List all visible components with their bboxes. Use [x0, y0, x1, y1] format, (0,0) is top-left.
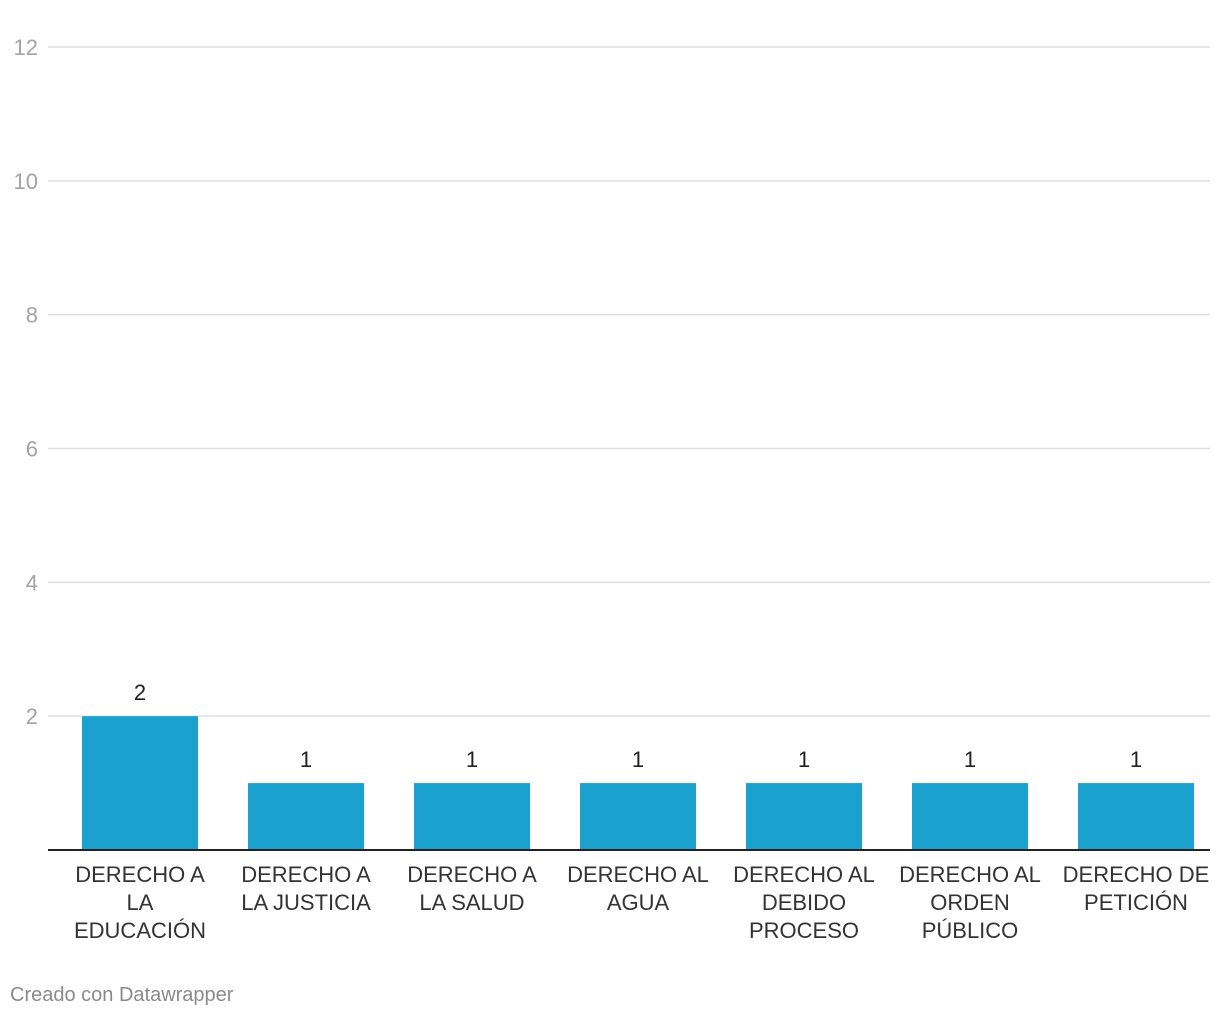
x-axis-category-labels: DERECHO A LA EDUCACIÓN DERECHO A LA JUSTICIA… — [74, 862, 1209, 943]
x-category-label-line: PETICIÓN — [1084, 890, 1188, 915]
x-category-label-line: LA SALUD — [419, 890, 524, 915]
y-tick-label: 10 — [14, 169, 38, 194]
x-category-label-line: LA — [127, 890, 154, 915]
y-tick-label: 2 — [26, 704, 38, 729]
x-category-label: DERECHO A LA SALUD — [407, 862, 537, 915]
x-category-label-line: EDUCACIÓN — [74, 918, 206, 943]
x-category-label-line: LA JUSTICIA — [241, 890, 371, 915]
x-category-label-line: DEBIDO — [762, 890, 846, 915]
y-tick-label: 4 — [26, 570, 38, 595]
x-category-label-line: ORDEN — [930, 890, 1009, 915]
y-tick-label: 8 — [26, 303, 38, 328]
bar — [414, 783, 530, 850]
bar — [82, 716, 198, 850]
x-category-label: DERECHO A LA EDUCACIÓN — [74, 862, 206, 943]
bar — [1078, 783, 1194, 850]
bar-value-label: 2 — [134, 680, 146, 705]
y-tick-label: 12 — [14, 35, 38, 60]
y-axis-ticks: 2 4 6 8 10 12 — [14, 35, 38, 729]
x-category-label-line: DERECHO AL — [567, 862, 709, 887]
x-category-label: DERECHO AL AGUA — [567, 862, 709, 915]
x-category-label-line: PROCESO — [749, 918, 859, 943]
bar — [248, 783, 364, 850]
x-category-label-line: DERECHO AL — [733, 862, 875, 887]
x-category-label-line: DERECHO A — [241, 862, 371, 887]
x-category-label-line: PÚBLICO — [922, 918, 1019, 943]
x-category-label: DERECHO AL DEBIDO PROCESO — [733, 862, 875, 943]
bar — [912, 783, 1028, 850]
bar-value-label: 1 — [1130, 747, 1142, 772]
bar — [746, 783, 862, 850]
credit-text: Creado con Datawrapper — [10, 984, 234, 1006]
bar-value-label: 1 — [798, 747, 810, 772]
x-category-label: DERECHO AL ORDEN PÚBLICO — [899, 862, 1041, 943]
grid-lines — [48, 46, 1210, 717]
bar — [580, 783, 696, 850]
bar-value-label: 1 — [300, 747, 312, 772]
bars — [82, 716, 1194, 850]
y-tick-label: 6 — [26, 437, 38, 462]
data-labels: 2 1 1 1 1 1 1 — [134, 680, 1142, 772]
x-category-label-line: AGUA — [607, 890, 670, 915]
x-category-label-line: DERECHO DE — [1063, 862, 1210, 887]
bar-value-label: 1 — [632, 747, 644, 772]
x-category-label-line: DERECHO AL — [899, 862, 1041, 887]
bar-value-label: 1 — [466, 747, 478, 772]
x-category-label: DERECHO DE PETICIÓN — [1063, 862, 1210, 915]
x-category-label-line: DERECHO A — [407, 862, 537, 887]
bar-value-label: 1 — [964, 747, 976, 772]
x-category-label: DERECHO A LA JUSTICIA — [241, 862, 371, 915]
x-category-label-line: DERECHO A — [75, 862, 205, 887]
